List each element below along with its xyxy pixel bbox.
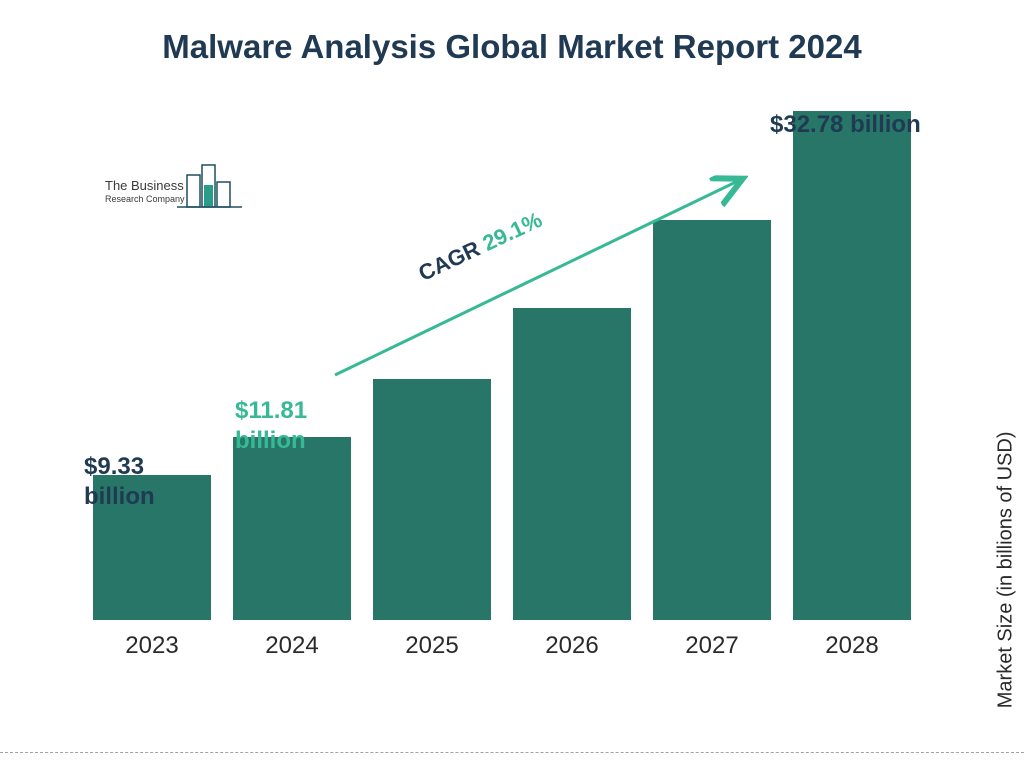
bar bbox=[233, 437, 351, 620]
bar-chart: 202320242025202620272028 bbox=[82, 100, 922, 660]
value-label: $32.78 billion bbox=[770, 110, 921, 140]
footer-divider bbox=[0, 752, 1024, 753]
bar-wrapper bbox=[642, 220, 782, 620]
bar-wrapper bbox=[782, 111, 922, 620]
bar-wrapper bbox=[222, 437, 362, 620]
bar bbox=[793, 111, 911, 620]
x-axis-labels: 202320242025202620272028 bbox=[82, 632, 922, 660]
bar-wrapper bbox=[362, 379, 502, 620]
bar bbox=[513, 308, 631, 620]
bar-wrapper bbox=[502, 308, 642, 620]
bar bbox=[653, 220, 771, 620]
x-axis-label: 2025 bbox=[362, 632, 502, 660]
x-axis-label: 2027 bbox=[642, 632, 782, 660]
x-axis-label: 2023 bbox=[82, 632, 222, 660]
value-label: $9.33billion bbox=[84, 452, 155, 512]
bars-container bbox=[82, 100, 922, 620]
y-axis-label: Market Size (in billions of USD) bbox=[995, 432, 1018, 709]
value-label: $11.81billion bbox=[235, 396, 307, 456]
x-axis-label: 2024 bbox=[222, 632, 362, 660]
chart-title: Malware Analysis Global Market Report 20… bbox=[0, 28, 1024, 66]
x-axis-label: 2028 bbox=[782, 632, 922, 660]
bar bbox=[373, 379, 491, 620]
x-axis-label: 2026 bbox=[502, 632, 642, 660]
